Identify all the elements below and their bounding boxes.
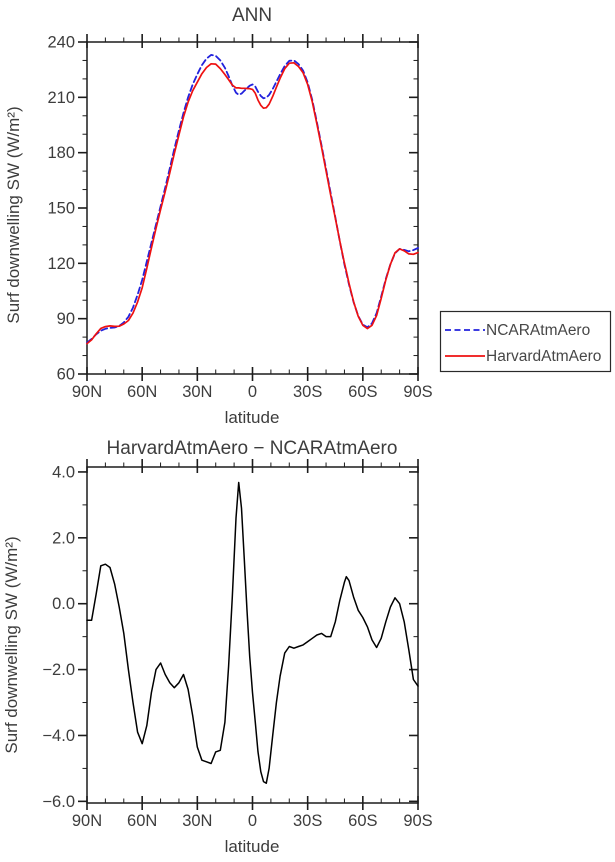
- y-tick-label: −4.0: [42, 727, 75, 745]
- y-tick-label: 2.0: [52, 529, 75, 547]
- y-tick-label: 0.0: [52, 595, 75, 613]
- x-tick-label: 90N: [72, 812, 102, 830]
- x-tick-label: 0: [248, 812, 257, 830]
- y-tick-label: 4.0: [52, 463, 75, 481]
- x-tick-label: 90S: [403, 812, 432, 830]
- x-tick-label: 30N: [182, 812, 212, 830]
- y-tick-label: 210: [47, 89, 75, 107]
- y-tick-label: 120: [47, 255, 75, 273]
- y-tick-label: 60: [57, 366, 75, 384]
- top-chart: 90N 60N 30N 0 30S 60S 90S 240 210 180 150 120 90 60: [47, 34, 432, 402]
- ncaratmaero-curve: [86, 54, 419, 344]
- x-tick-label: 0: [248, 383, 257, 401]
- y-tick-label: −6.0: [42, 793, 75, 811]
- top-x-axis-label: latitude: [225, 408, 280, 427]
- legend-label-ncar: NCARAtmAero: [486, 322, 590, 339]
- y-tick-label: −2.0: [42, 661, 75, 679]
- bottom-y-axis-label: Surf downwelling SW (W/m²): [2, 536, 21, 753]
- top-y-axis-label: Surf downwelling SW (W/m²): [4, 106, 23, 323]
- x-tick-label: 90N: [72, 383, 102, 401]
- y-tick-label: 180: [47, 144, 75, 162]
- x-tick-label: 60S: [348, 812, 377, 830]
- x-tick-label: 60N: [127, 812, 157, 830]
- x-tick-label: 60N: [127, 383, 157, 401]
- legend-label-harvard: HarvardAtmAero: [486, 348, 601, 365]
- harvardatmaero-ncaratmaero-curve: [86, 481, 419, 784]
- plot-frame: [86, 41, 419, 375]
- harvardatmaero-curve: [86, 61, 419, 345]
- y-tick-label: 150: [47, 200, 75, 218]
- plot-frame: [86, 466, 419, 804]
- x-tick-label: 60S: [348, 383, 377, 401]
- y-tick-label: 90: [57, 310, 75, 328]
- x-tick-label: 30N: [182, 383, 212, 401]
- bottom-chart-title: HarvardAtmAero − NCARAtmAero: [107, 438, 398, 459]
- x-tick-label: 90S: [403, 383, 432, 401]
- top-chart-title: ANN: [232, 5, 272, 26]
- bottom-chart: 90N 60N 30N 0 30S 60S 90S 4.0 2.0 0.0 −2.0 −4.0 −6.0: [42, 459, 433, 830]
- bottom-x-axis-label: latitude: [225, 837, 280, 856]
- x-tick-label: 30S: [293, 812, 322, 830]
- legend: NCARAtmAero HarvardAtmAero: [439, 310, 612, 373]
- legend-box: [439, 310, 612, 373]
- y-tick-label: 240: [47, 34, 75, 52]
- x-tick-label: 30S: [293, 383, 322, 401]
